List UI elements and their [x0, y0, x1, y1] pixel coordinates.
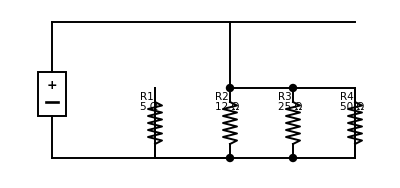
Circle shape — [290, 155, 296, 161]
Text: 25 Ω: 25 Ω — [278, 102, 302, 112]
Text: R3: R3 — [278, 92, 292, 102]
Circle shape — [290, 84, 296, 92]
Text: 50 Ω: 50 Ω — [340, 102, 364, 112]
Text: R2: R2 — [215, 92, 229, 102]
Text: R1: R1 — [140, 92, 154, 102]
Circle shape — [226, 84, 234, 92]
Text: 5 Ω: 5 Ω — [140, 102, 158, 112]
Text: +: + — [47, 79, 57, 92]
Text: R4: R4 — [340, 92, 354, 102]
Circle shape — [226, 155, 234, 161]
FancyBboxPatch shape — [38, 72, 66, 116]
Text: 12 Ω: 12 Ω — [215, 102, 239, 112]
